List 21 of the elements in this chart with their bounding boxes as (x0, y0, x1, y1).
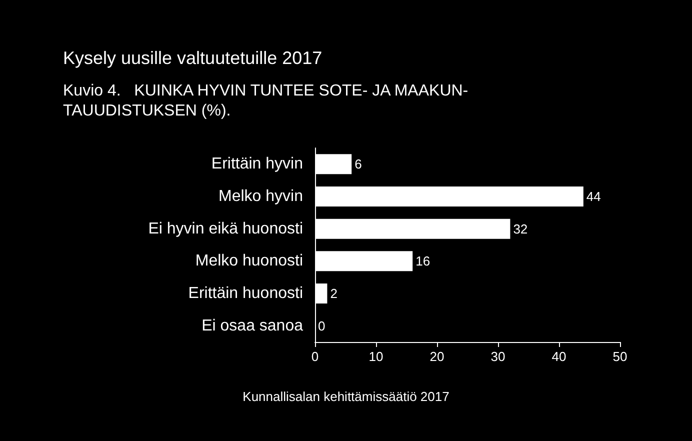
x-tick-label: 0 (311, 349, 319, 364)
x-tick-label: 50 (612, 349, 628, 364)
chart-title: Kysely uusille valtuutetuille 2017 (63, 48, 322, 68)
data-label: 16 (416, 254, 430, 269)
x-tick-label: 10 (368, 349, 384, 364)
data-label: 2 (330, 286, 338, 301)
text: Kunnallisalan kehittämissäätiö 2017 (242, 389, 450, 404)
data-label: 44 (586, 189, 601, 204)
chart-subtitle: Kuvio 4. KUINKA HYVIN TUNTEE SOTE- JA MAAKUN- TAUUDISTUKSEN (%). (63, 82, 468, 120)
data-label: 32 (513, 221, 528, 236)
x-tick-label: 40 (552, 349, 566, 364)
x-tick-label: 20 (430, 349, 444, 364)
y-tick-label: Erittäin hyvin (211, 156, 303, 173)
y-tick-label: Ei hyvin eikä huonosti (148, 220, 303, 238)
x-tick-label: 30 (490, 349, 506, 364)
data-label: 6 (354, 156, 362, 172)
data-label: 0 (318, 318, 326, 334)
y-tick-label: Ei osaa sanoa (202, 317, 304, 334)
y-tick-label: Melko hyvin (218, 188, 303, 205)
y-tick-label: Melko huonosti (195, 252, 303, 270)
y-tick-label: Erittäin huonosti (188, 285, 303, 302)
